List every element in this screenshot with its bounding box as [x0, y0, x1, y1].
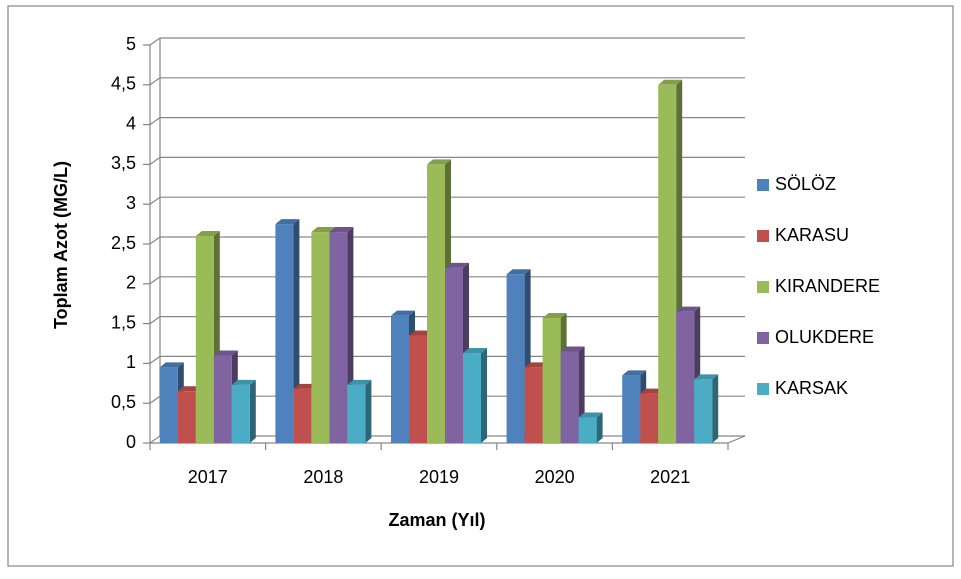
bar — [391, 315, 409, 443]
legend-label: KARASU — [775, 225, 849, 245]
bar-top — [560, 346, 585, 352]
bar — [409, 335, 427, 443]
bar — [311, 232, 330, 443]
bar — [694, 379, 713, 443]
legend-swatch — [757, 332, 769, 344]
bar — [524, 367, 543, 443]
bar-top — [213, 350, 238, 356]
bar-top — [311, 227, 336, 233]
x-tick-label: 2017 — [188, 467, 228, 487]
x-tick-label: 2018 — [303, 467, 343, 487]
legend-swatch — [757, 230, 769, 242]
bar — [427, 164, 445, 443]
bar-top — [506, 269, 531, 275]
x-tick-label: 2019 — [419, 467, 459, 487]
bar-top — [391, 310, 415, 316]
bar — [463, 353, 481, 443]
side-grid-line — [149, 77, 161, 86]
y-tick-label: 4 — [126, 113, 136, 133]
side-grid-line — [149, 117, 161, 126]
bar-top — [195, 231, 220, 237]
bar — [560, 351, 579, 443]
bar — [213, 355, 232, 443]
x-tick-label: 2020 — [535, 467, 575, 487]
bar — [542, 318, 561, 443]
side-grid-line — [149, 156, 161, 165]
y-axis-title: Toplam Azot (MG/L) — [51, 161, 71, 329]
side-grid-line — [149, 236, 161, 245]
y-tick-label: 3 — [126, 193, 136, 213]
side-grid-line — [149, 37, 161, 46]
legend-label: KIRANDERE — [775, 276, 880, 296]
y-tick-label: 2,5 — [111, 233, 136, 253]
chart-frame — [7, 5, 954, 567]
bar-top — [329, 227, 354, 233]
bar-side — [365, 379, 372, 443]
bar-top — [676, 306, 701, 312]
legend-swatch — [757, 383, 769, 395]
bar-top — [658, 79, 683, 85]
bar-top — [445, 262, 469, 268]
bar — [329, 232, 348, 443]
side-grid-line — [149, 196, 161, 205]
bar — [195, 236, 214, 443]
bar-side — [249, 379, 256, 443]
bar — [293, 388, 312, 443]
bar-side — [481, 348, 487, 443]
bar — [506, 274, 525, 443]
bar — [622, 375, 641, 443]
bar-top — [578, 412, 603, 418]
bar — [231, 384, 250, 443]
x-tick-label: 2021 — [650, 467, 690, 487]
bar — [578, 417, 597, 443]
y-tick-label: 0 — [126, 432, 136, 452]
bar-top — [542, 313, 567, 319]
bar-top — [694, 374, 719, 380]
legend-label: SÖLÖZ — [775, 174, 836, 194]
bar — [275, 224, 294, 443]
side-grid-line — [149, 276, 161, 285]
bar-top — [347, 379, 372, 385]
bar — [676, 311, 695, 443]
legend-swatch — [757, 281, 769, 293]
bar — [640, 393, 659, 443]
bar-top — [231, 379, 256, 385]
legend-swatch — [757, 179, 769, 191]
side-grid-line — [149, 435, 161, 444]
bar — [658, 84, 677, 444]
bar-top — [427, 159, 451, 165]
bar-top — [463, 348, 487, 354]
y-tick-label: 1 — [126, 352, 136, 372]
bar — [159, 367, 178, 443]
y-tick-label: 1,5 — [111, 312, 136, 332]
legend-label: OLUKDERE — [775, 327, 874, 347]
bar-side — [712, 374, 719, 443]
bar — [445, 267, 463, 443]
y-tick-label: 2 — [126, 273, 136, 293]
bar-top — [622, 370, 647, 376]
bar-top — [159, 362, 184, 368]
y-tick-label: 4,5 — [111, 74, 136, 94]
bar-side — [596, 412, 603, 443]
bar-top — [275, 219, 300, 225]
side-grid-line — [149, 316, 161, 325]
side-grid-line — [149, 395, 161, 404]
legend-label: KARSAK — [775, 378, 848, 398]
y-tick-label: 0,5 — [111, 392, 136, 412]
y-tick-label: 3,5 — [111, 153, 136, 173]
side-grid-line — [149, 355, 161, 364]
y-tick-label: 5 — [126, 34, 136, 54]
x-axis-depth — [727, 435, 746, 444]
bar — [347, 384, 366, 443]
bar — [177, 391, 196, 443]
x-axis-title: Zaman (Yıl) — [388, 510, 485, 530]
